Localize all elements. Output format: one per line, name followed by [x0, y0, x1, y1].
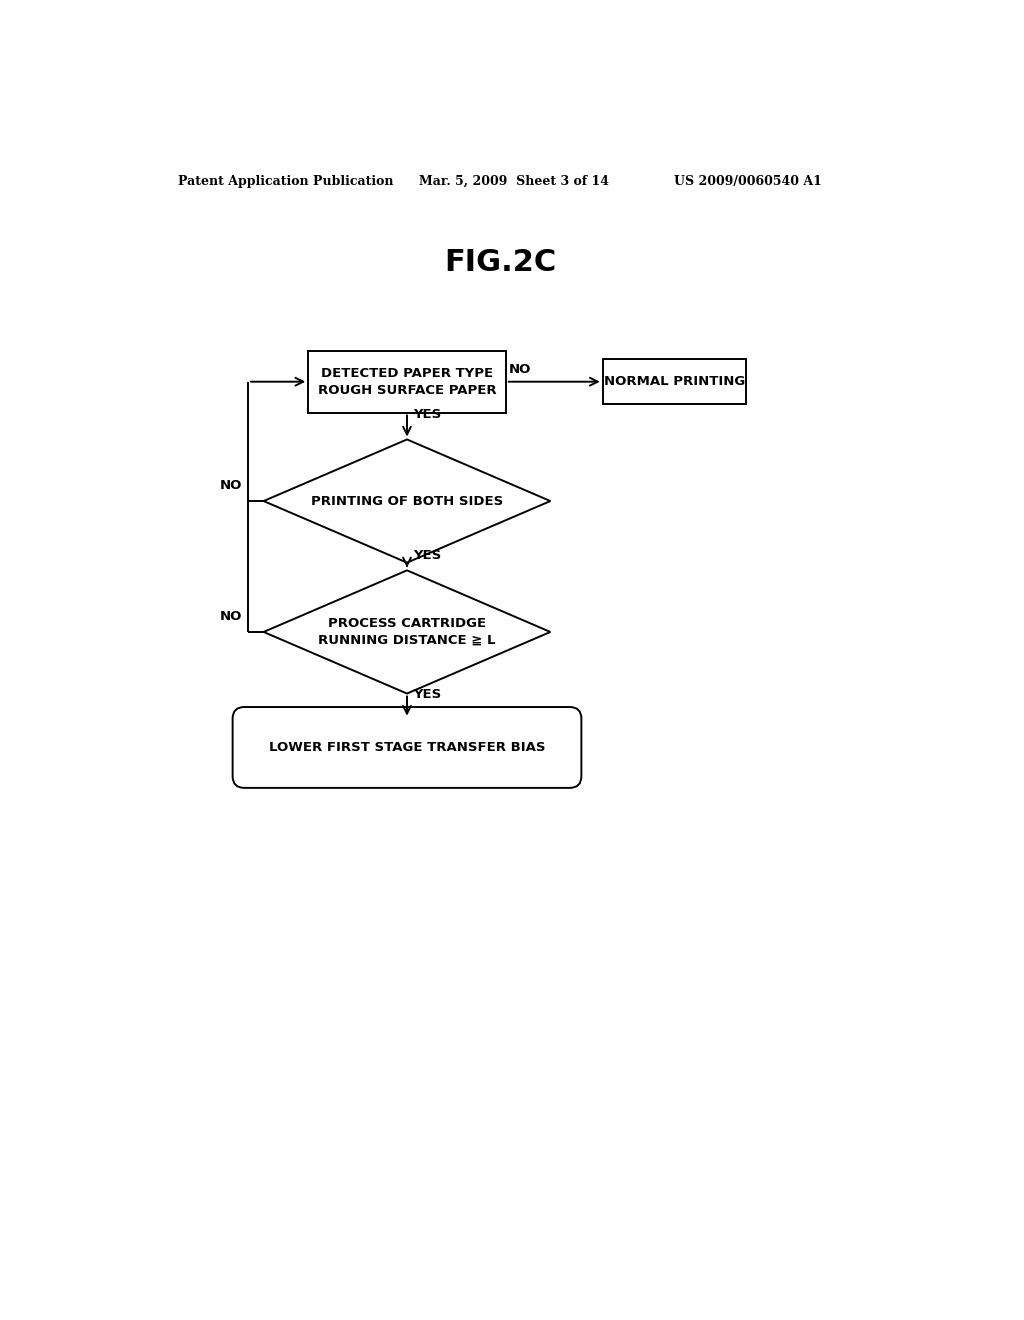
- Text: LOWER FIRST STAGE TRANSFER BIAS: LOWER FIRST STAGE TRANSFER BIAS: [268, 741, 545, 754]
- FancyBboxPatch shape: [603, 359, 746, 404]
- Text: Mar. 5, 2009  Sheet 3 of 14: Mar. 5, 2009 Sheet 3 of 14: [419, 176, 608, 187]
- Text: PRINTING OF BOTH SIDES: PRINTING OF BOTH SIDES: [311, 495, 503, 508]
- Text: NO: NO: [219, 479, 242, 492]
- Text: YES: YES: [414, 408, 441, 421]
- Text: NO: NO: [219, 610, 242, 623]
- Text: US 2009/0060540 A1: US 2009/0060540 A1: [675, 176, 822, 187]
- Text: PROCESS CARTRIDGE
RUNNING DISTANCE ≧ L: PROCESS CARTRIDGE RUNNING DISTANCE ≧ L: [318, 616, 496, 647]
- Text: YES: YES: [414, 689, 441, 701]
- Text: FIG.2C: FIG.2C: [443, 248, 556, 277]
- FancyBboxPatch shape: [308, 351, 506, 413]
- Text: NORMAL PRINTING: NORMAL PRINTING: [604, 375, 745, 388]
- Text: Patent Application Publication: Patent Application Publication: [178, 176, 394, 187]
- Text: DETECTED PAPER TYPE
ROUGH SURFACE PAPER: DETECTED PAPER TYPE ROUGH SURFACE PAPER: [317, 367, 497, 397]
- Text: YES: YES: [414, 549, 441, 562]
- FancyBboxPatch shape: [232, 708, 582, 788]
- Text: NO: NO: [509, 363, 531, 376]
